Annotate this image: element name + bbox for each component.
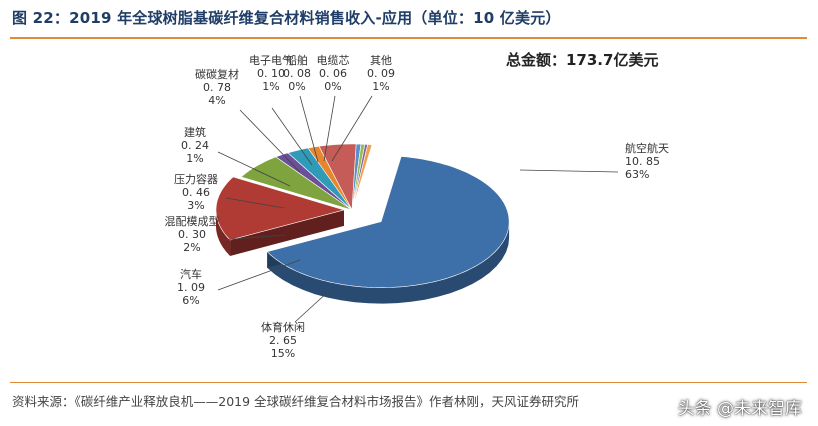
- pie-slice-wall-1: [230, 209, 345, 256]
- slice-label-name-4: 压力容器: [174, 172, 218, 186]
- slice-label-name-6: 碳碳复材: [195, 67, 239, 81]
- pie-slice-1: [215, 176, 346, 241]
- slice-label-percent-8: 0%: [288, 80, 305, 93]
- slice-label-value-3: 0. 30: [178, 228, 206, 241]
- leader-line-0: [519, 169, 619, 173]
- pie-slice-4: [287, 147, 353, 211]
- slice-label-name-5: 建筑: [184, 125, 206, 139]
- pie-tops: [215, 143, 510, 288]
- title-divider: [10, 37, 807, 39]
- leader-line-7: [271, 107, 313, 166]
- slice-label-name-7: 电子电气: [249, 53, 293, 67]
- leader-line-10: [331, 95, 373, 162]
- leader-line-5: [217, 151, 291, 187]
- pie-slice-side-1: [216, 209, 231, 256]
- leader-line-4: [225, 197, 285, 209]
- pie-slice-10: [351, 144, 373, 211]
- leader-line-3: [221, 234, 286, 241]
- pie-slice-2: [240, 156, 353, 211]
- slice-label-value-6: 0. 78: [203, 81, 231, 94]
- slice-label-name-0: 航空航天: [625, 141, 669, 155]
- slice-label-value-8: 0. 08: [283, 67, 311, 80]
- slice-label-value-10: 0. 09: [367, 67, 395, 80]
- pie-slice-6: [318, 143, 357, 212]
- slice-label-percent-0: 63%: [625, 168, 649, 181]
- slice-label-value-7: 0. 10: [257, 67, 285, 80]
- figure-title: 图 22：2019 年全球树脂基碳纤维复合材料销售收入-应用（单位：10 亿美元…: [12, 9, 561, 27]
- source-divider: [10, 382, 807, 383]
- slice-label-name-3: 混配模成型: [165, 214, 220, 228]
- leader-line-8: [299, 95, 319, 163]
- slice-label-value-9: 0. 06: [319, 67, 347, 80]
- slice-label-name-8: 船舶: [286, 53, 308, 67]
- slice-label-name-2: 汽车: [180, 267, 202, 281]
- watermark: 头条 @未来智库: [677, 399, 802, 419]
- slice-label-value-2: 1. 09: [177, 281, 205, 294]
- slice-label-value-0: 10. 85: [625, 155, 660, 168]
- slice-label-value-1: 2. 65: [269, 334, 297, 347]
- source-note: 资料来源：《碳纤维产业释放良机——2019 全球碳纤维复合材料市场报告》作者林刚…: [12, 394, 580, 409]
- total-amount: 总金额：173.7亿美元: [506, 51, 659, 69]
- slice-label-value-4: 0. 46: [182, 186, 210, 199]
- slice-label-percent-2: 6%: [182, 294, 199, 307]
- slice-label-name-1: 体育休闲: [261, 320, 305, 334]
- pie-slice-side-0: [267, 221, 510, 304]
- leader-line-6: [239, 109, 301, 173]
- leader-line-1: [294, 289, 331, 323]
- slice-label-percent-1: 15%: [271, 347, 295, 360]
- slice-label-percent-4: 3%: [187, 199, 204, 212]
- pie-slice-5: [307, 145, 353, 211]
- leader-line-2: [217, 259, 301, 291]
- slice-label-name-10: 其他: [370, 54, 392, 67]
- slice-label-name-9: 电缆芯: [317, 53, 350, 67]
- slice-label-percent-10: 1%: [372, 80, 389, 93]
- pie-slice-0: [266, 156, 510, 288]
- leader-line-9: [323, 95, 336, 162]
- slice-label-percent-7: 1%: [262, 80, 279, 93]
- slice-label-percent-6: 4%: [208, 94, 225, 107]
- slice-label-value-5: 0. 24: [181, 139, 209, 152]
- slice-label-percent-5: 1%: [186, 152, 203, 165]
- slice-label-percent-3: 2%: [183, 241, 200, 254]
- slice-label-percent-9: 0%: [324, 80, 341, 93]
